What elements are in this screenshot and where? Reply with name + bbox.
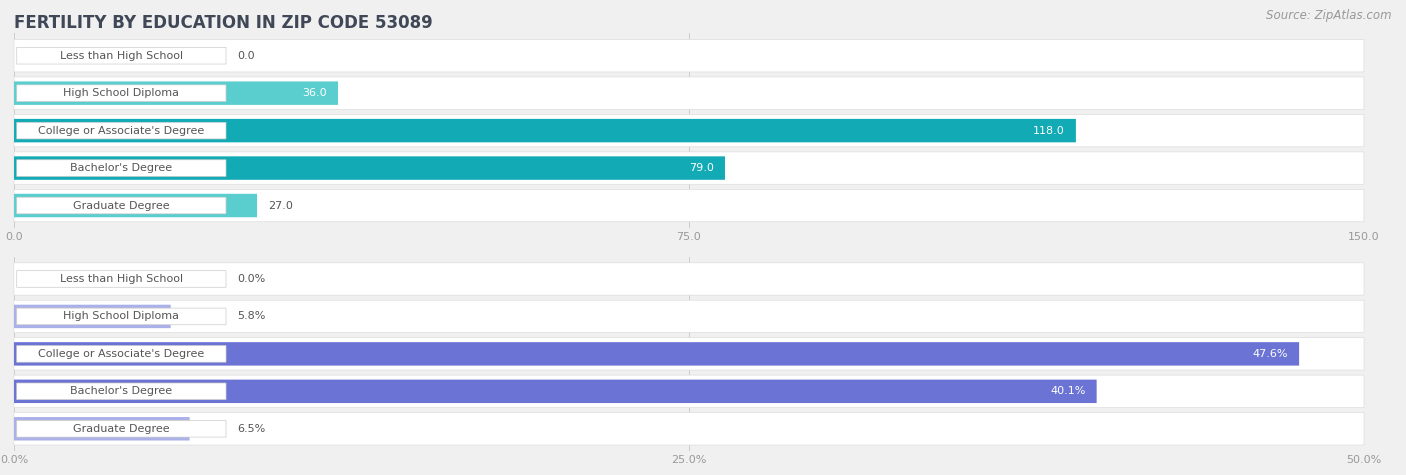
FancyBboxPatch shape xyxy=(14,194,257,217)
FancyBboxPatch shape xyxy=(14,114,1364,147)
FancyBboxPatch shape xyxy=(14,81,337,105)
Text: Graduate Degree: Graduate Degree xyxy=(73,200,170,210)
Text: High School Diploma: High School Diploma xyxy=(63,312,180,322)
Text: Less than High School: Less than High School xyxy=(60,51,183,61)
FancyBboxPatch shape xyxy=(17,85,226,102)
FancyBboxPatch shape xyxy=(17,197,226,214)
Text: Source: ZipAtlas.com: Source: ZipAtlas.com xyxy=(1267,10,1392,22)
FancyBboxPatch shape xyxy=(14,119,1076,142)
Text: Bachelor's Degree: Bachelor's Degree xyxy=(70,386,173,396)
FancyBboxPatch shape xyxy=(14,190,1364,222)
FancyBboxPatch shape xyxy=(17,383,226,399)
FancyBboxPatch shape xyxy=(17,48,226,64)
Text: College or Associate's Degree: College or Associate's Degree xyxy=(38,125,204,136)
FancyBboxPatch shape xyxy=(14,77,1364,109)
FancyBboxPatch shape xyxy=(14,338,1364,370)
FancyBboxPatch shape xyxy=(14,304,170,328)
Text: High School Diploma: High School Diploma xyxy=(63,88,180,98)
Text: FERTILITY BY EDUCATION IN ZIP CODE 53089: FERTILITY BY EDUCATION IN ZIP CODE 53089 xyxy=(14,14,433,32)
FancyBboxPatch shape xyxy=(14,300,1364,332)
Text: 118.0: 118.0 xyxy=(1033,125,1066,136)
FancyBboxPatch shape xyxy=(17,308,226,325)
Text: 0.0%: 0.0% xyxy=(236,274,264,284)
FancyBboxPatch shape xyxy=(17,122,226,139)
FancyBboxPatch shape xyxy=(17,420,226,437)
Text: 36.0: 36.0 xyxy=(302,88,328,98)
Text: Graduate Degree: Graduate Degree xyxy=(73,424,170,434)
FancyBboxPatch shape xyxy=(14,380,1097,403)
Text: 40.1%: 40.1% xyxy=(1050,386,1085,396)
FancyBboxPatch shape xyxy=(14,417,190,440)
FancyBboxPatch shape xyxy=(14,413,1364,445)
Text: College or Associate's Degree: College or Associate's Degree xyxy=(38,349,204,359)
FancyBboxPatch shape xyxy=(17,345,226,362)
FancyBboxPatch shape xyxy=(14,263,1364,295)
FancyBboxPatch shape xyxy=(14,152,1364,184)
Text: 0.0: 0.0 xyxy=(236,51,254,61)
Text: 27.0: 27.0 xyxy=(267,200,292,210)
FancyBboxPatch shape xyxy=(14,342,1299,366)
FancyBboxPatch shape xyxy=(14,375,1364,408)
Text: Less than High School: Less than High School xyxy=(60,274,183,284)
FancyBboxPatch shape xyxy=(17,271,226,287)
Text: Bachelor's Degree: Bachelor's Degree xyxy=(70,163,173,173)
FancyBboxPatch shape xyxy=(14,156,725,180)
Text: 5.8%: 5.8% xyxy=(236,312,266,322)
Text: 47.6%: 47.6% xyxy=(1253,349,1288,359)
FancyBboxPatch shape xyxy=(17,160,226,176)
Text: 6.5%: 6.5% xyxy=(236,424,264,434)
FancyBboxPatch shape xyxy=(14,39,1364,72)
Text: 79.0: 79.0 xyxy=(689,163,714,173)
